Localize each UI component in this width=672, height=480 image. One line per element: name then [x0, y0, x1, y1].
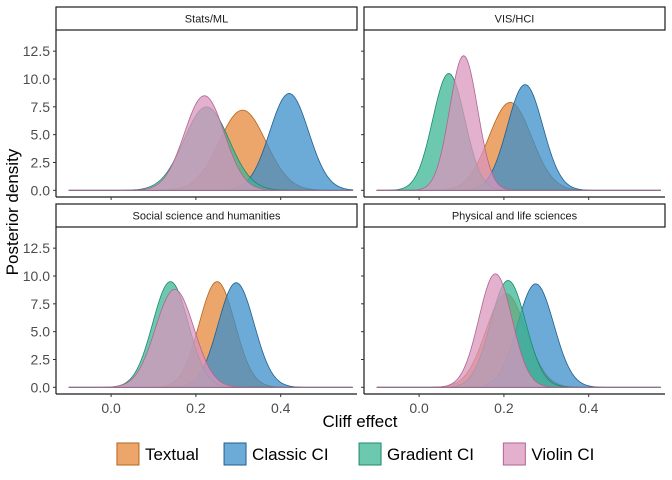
density-violin-ci-physical-and-life-sciences [376, 273, 661, 388]
panel-physical-and-life-sciences: Physical and life sciences 0.0 0.2 0.4 [361, 203, 666, 416]
y-tick-label: 12.5 [23, 43, 50, 59]
density-violin-ci-vis-hci [376, 55, 661, 191]
legend-item-gradient-ci: Gradient CI [358, 442, 474, 466]
legend-item-classic-ci: Classic CI [223, 442, 329, 466]
y-tick-label: 5.0 [31, 324, 51, 340]
strip-title-vis-hci: VIS/HCI [495, 14, 535, 26]
panel-stats-ml: Stats/ML 0.0 2.5 5.0 7.5 10.0 12.5 [23, 6, 358, 200]
y-tick-label: 0.0 [31, 379, 51, 395]
legend-item-textual: Textual [116, 442, 199, 466]
legend: Textual Classic CI Gradient CI Violin CI [116, 442, 594, 466]
strip-physical-and-life-sciences [363, 203, 666, 228]
legend-label-classic-ci: Classic CI [252, 445, 329, 464]
density-violin-ci-social-science-and-humanities [68, 288, 353, 388]
density-violin-ci-stats-ml [68, 95, 353, 191]
panel-vis-hci: VIS/HCI [361, 6, 666, 200]
legend-label-violin-ci: Violin CI [531, 445, 594, 464]
strip-title-social-science-and-humanities: Social science and humanities [133, 211, 281, 223]
y-tick-label: 0.0 [31, 182, 51, 198]
y-tick-label: 10.0 [23, 268, 50, 284]
densities-social-science-and-humanities [68, 281, 353, 388]
x-tick-label: 0.4 [579, 400, 599, 416]
legend-key-violin-ci [502, 442, 526, 466]
legend-key-textual [116, 442, 140, 466]
x-tick-label: 0.0 [409, 400, 429, 416]
legend-key-gradient-ci [358, 442, 382, 466]
x-tick-label: 0.0 [101, 400, 121, 416]
densities-stats-ml [68, 93, 354, 191]
y-tick-label: 10.0 [23, 71, 50, 87]
x-tick-label: 0.2 [186, 400, 206, 416]
strip-stats-ml [55, 6, 358, 31]
densities-vis-hci [376, 55, 661, 191]
y-axis-title: Posterior density [3, 148, 22, 275]
legend-label-gradient-ci: Gradient CI [387, 445, 474, 464]
legend-label-textual: Textual [145, 445, 199, 464]
x-axis-title: Cliff effect [323, 412, 398, 431]
y-tick-label: 2.5 [31, 351, 51, 367]
panel-social-science-and-humanities: Social science and humanities 0.0 2.5 5.0 7.… [23, 203, 358, 416]
x-tick-label: 0.4 [271, 400, 291, 416]
strip-title-physical-and-life-sciences: Physical and life sciences [452, 211, 578, 223]
densities-physical-and-life-sciences [376, 273, 661, 388]
legend-key-classic-ci [223, 442, 247, 466]
strip-vis-hci [363, 6, 666, 31]
y-tick-label: 12.5 [23, 240, 50, 256]
y-tick-label: 7.5 [31, 296, 51, 312]
facet-panels: Stats/ML 0.0 2.5 5.0 7.5 10.0 12.5 VIS/HCI Socia… [23, 6, 666, 416]
legend-item-violin-ci: Violin CI [502, 442, 594, 466]
strip-title-stats-ml: Stats/ML [185, 14, 228, 26]
y-tick-label: 7.5 [31, 99, 51, 115]
strip-social-science-and-humanities [55, 203, 358, 228]
y-tick-label: 2.5 [31, 154, 51, 170]
x-tick-label: 0.2 [494, 400, 514, 416]
y-tick-label: 5.0 [31, 127, 51, 143]
